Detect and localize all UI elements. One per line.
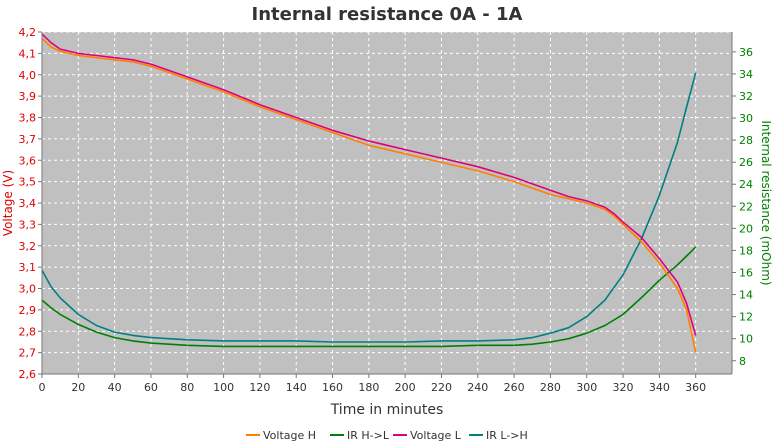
- y-left-tick-label: 3,7: [19, 133, 37, 146]
- x-tick-label: 360: [685, 381, 706, 394]
- y-left-tick-label: 2,6: [19, 368, 37, 381]
- legend-label: Voltage L: [410, 429, 462, 442]
- y-right-tick-label: 18: [739, 244, 753, 257]
- x-tick-label: 300: [576, 381, 597, 394]
- y-left-tick-label: 4,2: [19, 26, 37, 39]
- y-right-ticks: 8 10 12 14 16 18 20 22 24 26 28 30 32 34 36: [732, 46, 753, 368]
- y-left-ticks: 2,6 2,7 2,8 2,9 3,0 3,1 3,2 3,3 3,4 3,5 3,6 3,7 3,8 3…: [19, 26, 42, 381]
- y-left-tick-label: 3,2: [19, 240, 37, 253]
- y-right-tick-label: 16: [739, 267, 753, 280]
- x-tick-label: 180: [358, 381, 379, 394]
- y-right-tick-label: 14: [739, 289, 753, 302]
- x-tick-label: 340: [649, 381, 670, 394]
- series-line-ir-h-l: [41, 246, 697, 348]
- x-tick-label: 240: [467, 381, 488, 394]
- y-left-tick-label: 4,1: [19, 47, 37, 60]
- y-left-tick-label: 3,1: [19, 261, 37, 274]
- y-left-tick-label: 4,0: [19, 69, 37, 82]
- x-tick-label: 220: [431, 381, 452, 394]
- legend-label: Voltage H: [263, 429, 316, 442]
- y-left-tick-label: 3,4: [19, 197, 37, 210]
- y-right-tick-label: 22: [739, 200, 753, 213]
- y-right-tick-label: 30: [739, 112, 753, 125]
- x-axis-label: Time in minutes: [330, 402, 444, 418]
- x-tick-label: 200: [395, 381, 416, 394]
- x-tick-label: 40: [108, 381, 122, 394]
- y-right-tick-label: 24: [739, 178, 753, 191]
- x-ticks: 0 20 40 60 80 100 120 140 160 180 200 220 240 260 280 3…: [39, 374, 706, 394]
- series-line-voltage-h: [41, 37, 697, 353]
- y-right-tick-label: 10: [739, 333, 753, 346]
- y-left-tick-label: 3,6: [19, 154, 37, 167]
- y-right-tick-label: 32: [739, 90, 753, 103]
- y-left-axis-label: Voltage (V): [1, 170, 15, 236]
- x-tick-label: 280: [540, 381, 561, 394]
- chart-title: Internal resistance 0A - 1A: [252, 4, 523, 25]
- x-tick-label: 0: [39, 381, 46, 394]
- legend: Voltage H IR H->L Voltage L IR L->H: [246, 429, 528, 442]
- x-tick-label: 140: [286, 381, 307, 394]
- y-left-tick-label: 3,9: [19, 90, 37, 103]
- y-right-tick-label: 26: [739, 156, 753, 169]
- y-left-tick-label: 2,9: [19, 304, 37, 317]
- x-tick-label: 20: [71, 381, 85, 394]
- series-line-voltage-l: [41, 33, 697, 336]
- y-right-axis-label: Internal resistance (mOhm): [759, 120, 773, 285]
- x-tick-label: 160: [322, 381, 343, 394]
- y-right-tick-label: 34: [739, 68, 753, 81]
- y-right-tick-label: 12: [739, 311, 753, 324]
- y-right-tick-label: 20: [739, 222, 753, 235]
- legend-label: IR H->L: [347, 429, 390, 442]
- y-right-tick-label: 36: [739, 46, 753, 59]
- y-left-tick-label: 3,5: [19, 176, 37, 189]
- x-tick-label: 320: [613, 381, 634, 394]
- x-tick-label: 60: [144, 381, 158, 394]
- y-left-tick-label: 3,0: [19, 283, 37, 296]
- y-left-tick-label: 2,8: [19, 325, 37, 338]
- x-tick-label: 100: [213, 381, 234, 394]
- legend-label: IR L->H: [486, 429, 528, 442]
- x-tick-label: 260: [504, 381, 525, 394]
- y-left-tick-label: 3,3: [19, 218, 37, 231]
- y-left-tick-label: 2,7: [19, 347, 37, 360]
- series-layer: [41, 33, 697, 353]
- series-line-ir-l-h: [41, 72, 697, 343]
- grid: [42, 31, 732, 374]
- x-tick-label: 80: [180, 381, 194, 394]
- y-right-tick-label: 28: [739, 134, 753, 147]
- y-left-tick-label: 3,8: [19, 112, 37, 125]
- y-right-tick-label: 8: [739, 355, 746, 368]
- x-tick-label: 120: [249, 381, 270, 394]
